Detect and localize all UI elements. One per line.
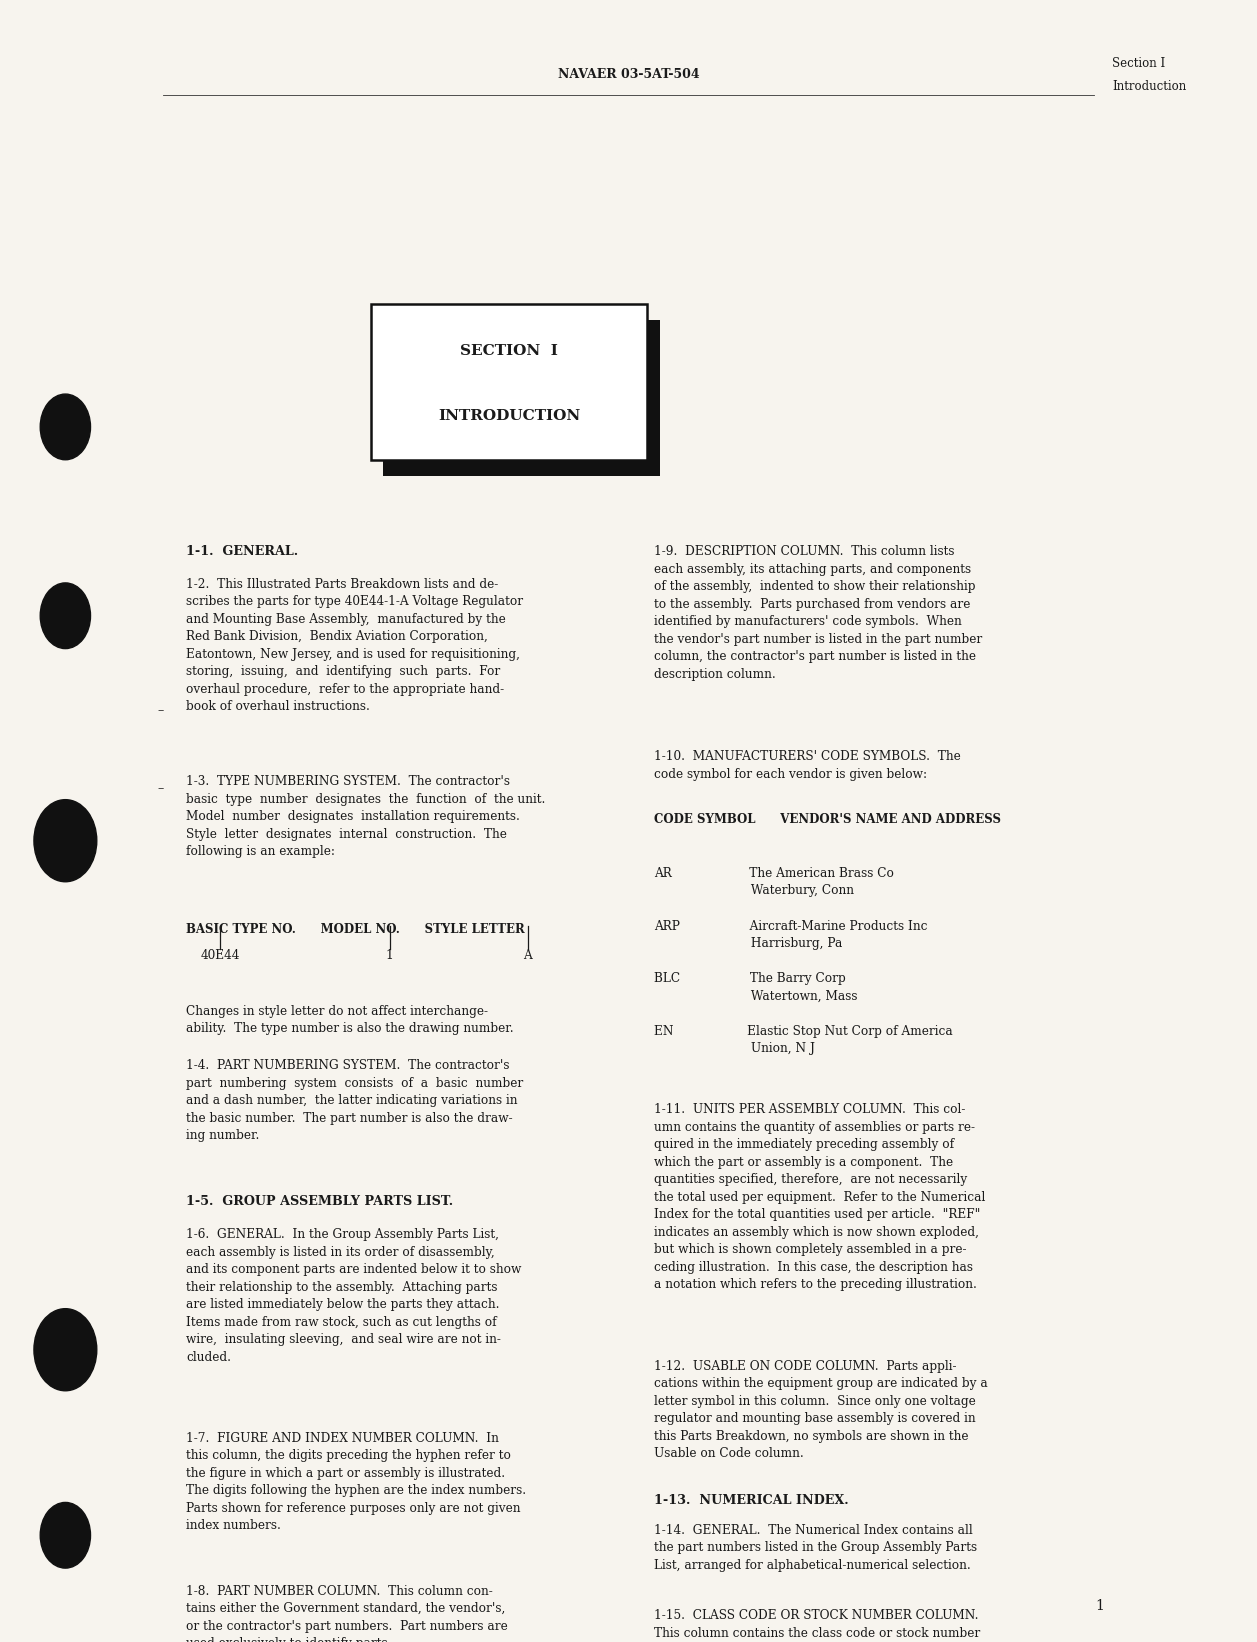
Text: 40E44: 40E44 [200,949,240,962]
Text: 1-13.  NUMERICAL INDEX.: 1-13. NUMERICAL INDEX. [654,1494,848,1507]
Text: 1-6.  GENERAL.  In the Group Assembly Parts List,
each assembly is listed in its: 1-6. GENERAL. In the Group Assembly Part… [186,1228,522,1365]
Text: ARP                  Aircraft-Marine Products Inc
                         Harri: ARP Aircraft-Marine Products Inc Harri [654,920,928,951]
Text: 1-14.  GENERAL.  The Numerical Index contains all
the part numbers listed in the: 1-14. GENERAL. The Numerical Index conta… [654,1524,977,1571]
Text: 1-8.  PART NUMBER COLUMN.  This column con-
tains either the Government standard: 1-8. PART NUMBER COLUMN. This column con… [186,1585,508,1642]
Text: 1-2.  This Illustrated Parts Breakdown lists and de-
scribes the parts for type : 1-2. This Illustrated Parts Breakdown li… [186,578,523,714]
Text: 1: 1 [1095,1599,1105,1612]
Circle shape [34,800,97,882]
Text: Section I: Section I [1112,57,1165,71]
Circle shape [40,583,91,649]
Text: 1-12.  USABLE ON CODE COLUMN.  Parts appli-
cations within the equipment group a: 1-12. USABLE ON CODE COLUMN. Parts appli… [654,1360,988,1460]
FancyBboxPatch shape [383,320,660,476]
Text: Changes in style letter do not affect interchange-
ability.  The type number is : Changes in style letter do not affect in… [186,1005,514,1036]
Text: BASIC TYPE NO.      MODEL NO.      STYLE LETTER: BASIC TYPE NO. MODEL NO. STYLE LETTER [186,923,524,936]
Text: A: A [524,949,532,962]
Circle shape [40,1502,91,1568]
Text: 1-10.  MANUFACTURERS' CODE SYMBOLS.  The
code symbol for each vendor is given be: 1-10. MANUFACTURERS' CODE SYMBOLS. The c… [654,750,960,782]
Text: BLC                  The Barry Corp
                         Watertown, Mass: BLC The Barry Corp Watertown, Mass [654,972,857,1003]
Text: SECTION  I: SECTION I [460,343,558,358]
Text: NAVAER 03-5AT-504: NAVAER 03-5AT-504 [558,69,699,82]
Text: 1: 1 [386,949,393,962]
Text: CODE SYMBOL      VENDOR'S NAME AND ADDRESS: CODE SYMBOL VENDOR'S NAME AND ADDRESS [654,813,1001,826]
Text: 1-11.  UNITS PER ASSEMBLY COLUMN.  This col-
umn contains the quantity of assemb: 1-11. UNITS PER ASSEMBLY COLUMN. This co… [654,1103,985,1291]
Text: AR                    The American Brass Co
                         Waterbury, : AR The American Brass Co Waterbury, [654,867,894,898]
Text: 1-7.  FIGURE AND INDEX NUMBER COLUMN.  In
this column, the digits preceding the : 1-7. FIGURE AND INDEX NUMBER COLUMN. In … [186,1432,527,1532]
Text: 1-1.  GENERAL.: 1-1. GENERAL. [186,545,298,558]
Text: 1-4.  PART NUMBERING SYSTEM.  The contractor's
part  numbering  system  consists: 1-4. PART NUMBERING SYSTEM. The contract… [186,1059,523,1143]
Text: Introduction: Introduction [1112,80,1187,94]
Text: –: – [158,782,163,795]
FancyBboxPatch shape [371,304,647,460]
Text: 1-5.  GROUP ASSEMBLY PARTS LIST.: 1-5. GROUP ASSEMBLY PARTS LIST. [186,1195,454,1209]
Text: EN                   Elastic Stop Nut Corp of America
                         U: EN Elastic Stop Nut Corp of America U [654,1025,953,1056]
Circle shape [40,394,91,460]
Text: 1-9.  DESCRIPTION COLUMN.  This column lists
each assembly, its attaching parts,: 1-9. DESCRIPTION COLUMN. This column lis… [654,545,982,681]
Text: 1-3.  TYPE NUMBERING SYSTEM.  The contractor's
basic  type  number  designates  : 1-3. TYPE NUMBERING SYSTEM. The contract… [186,775,546,859]
Text: 1-15.  CLASS CODE OR STOCK NUMBER COLUMN.
This column contains the class code or: 1-15. CLASS CODE OR STOCK NUMBER COLUMN.… [654,1609,980,1640]
Circle shape [34,1309,97,1391]
Text: –: – [158,704,163,718]
Text: INTRODUCTION: INTRODUCTION [437,409,581,424]
